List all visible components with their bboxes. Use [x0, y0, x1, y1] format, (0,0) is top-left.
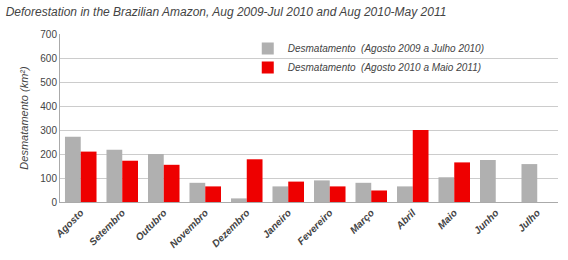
svg-text:Desmatamento (km²): Desmatamento (km²) — [18, 66, 30, 170]
svg-text:700: 700 — [40, 29, 57, 40]
svg-text:Dezembro: Dezembro — [210, 207, 252, 249]
svg-text:400: 400 — [40, 101, 57, 112]
svg-text:100: 100 — [40, 173, 57, 184]
svg-text:0: 0 — [51, 197, 57, 208]
svg-text:Desmatamento (Agosto 2010 a M: Desmatamento (Agosto 2010 a Maio 2011) — [288, 62, 481, 73]
svg-text:Setembro: Setembro — [87, 207, 127, 247]
svg-text:500: 500 — [40, 77, 57, 88]
svg-text:Junho: Junho — [472, 207, 501, 236]
svg-text:Novembro: Novembro — [167, 207, 210, 250]
svg-text:Desmatamento (Agosto 2009 a J: Desmatamento (Agosto 2009 a Julho 2010) — [288, 43, 484, 54]
svg-text:Deforestation in the Brazilian: Deforestation in the Brazilian Amazon, A… — [6, 5, 447, 19]
svg-text:300: 300 — [40, 125, 57, 136]
svg-text:Janeiro: Janeiro — [260, 207, 293, 240]
svg-text:Abril: Abril — [393, 207, 418, 232]
svg-text:Maio: Maio — [435, 207, 459, 231]
svg-text:Agosto: Agosto — [53, 207, 86, 240]
svg-text:Fevereiro: Fevereiro — [295, 207, 335, 247]
svg-text:600: 600 — [40, 53, 57, 64]
svg-text:Outubro: Outubro — [133, 207, 169, 243]
svg-text:200: 200 — [40, 149, 57, 160]
svg-text:Março: Março — [348, 207, 377, 236]
svg-text:Julho: Julho — [516, 207, 543, 234]
